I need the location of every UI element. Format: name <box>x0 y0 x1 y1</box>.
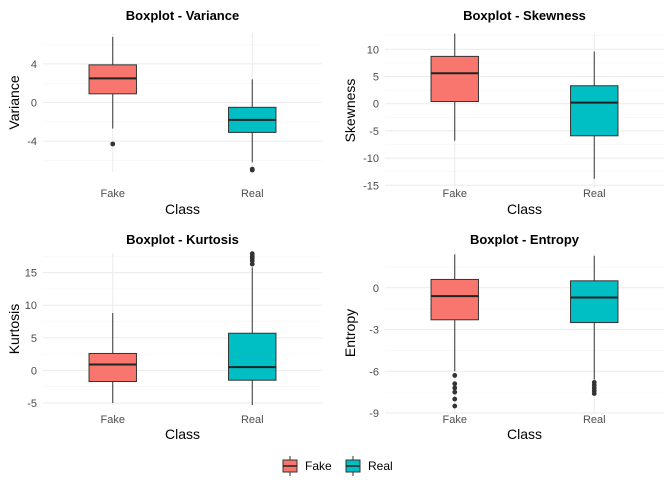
box-fake <box>88 36 137 147</box>
legend-item-real: Real <box>345 456 393 476</box>
chart-title: Boxplot - Variance <box>126 8 239 23</box>
outlier-point <box>591 391 597 396</box>
y-tick-label: 10 <box>367 44 379 56</box>
box-real <box>570 255 619 396</box>
box-rect <box>228 332 277 381</box>
y-tick-label: 4 <box>31 59 37 71</box>
x-tick-label: Fake <box>101 414 125 426</box>
box-rect <box>430 55 479 103</box>
box-fake <box>88 313 137 404</box>
outlier-point <box>452 403 458 409</box>
outlier-point <box>452 396 458 402</box>
y-axis-title: Entropy <box>342 309 358 357</box>
y-tick-label: 0 <box>31 98 37 110</box>
x-tick-label: Real <box>583 414 606 426</box>
y-tick-label: 15 <box>25 268 37 280</box>
y-tick-label: 10 <box>25 300 37 312</box>
y-tick-label: -10 <box>363 153 379 165</box>
y-tick-label: -9 <box>369 408 379 420</box>
outlier-point <box>452 389 458 395</box>
y-tick-label: -15 <box>363 180 379 192</box>
chart-title: Boxplot - Skewness <box>463 8 586 23</box>
box-rect <box>88 352 137 383</box>
chart-panel-entropy: -9 -6 -3 0 Fake Real Boxplot - Entropy Class Ent… <box>342 232 664 442</box>
chart-panel-variance: -4 0 4 Fake Real Boxplot - Variance Class Varia… <box>6 8 322 217</box>
chart-title: Boxplot - Entropy <box>470 232 580 247</box>
box-real <box>570 51 619 179</box>
outlier-point <box>452 373 458 378</box>
y-tick-label: -3 <box>369 325 379 337</box>
box-real <box>228 251 277 405</box>
x-tick-label: Fake <box>101 188 125 200</box>
x-tick-label: Real <box>241 188 264 200</box>
legend-label: Fake <box>305 459 332 473</box>
legend-label: Real <box>368 459 393 473</box>
outlier-point <box>452 381 458 387</box>
y-tick-label: 5 <box>373 72 379 84</box>
x-axis-title: Class <box>507 426 542 442</box>
box-rect <box>430 278 479 321</box>
y-axis-title: Kurtosis <box>6 304 22 355</box>
chart-title: Boxplot - Kurtosis <box>126 232 239 247</box>
box-real <box>228 79 277 173</box>
x-axis-title: Class <box>165 426 200 442</box>
y-tick-label: 5 <box>31 333 37 345</box>
box-fake <box>430 33 479 141</box>
y-tick-label: 0 <box>373 99 379 111</box>
x-axis-title: Class <box>507 201 542 217</box>
x-tick-label: Real <box>583 188 606 200</box>
outlier-point <box>452 385 458 391</box>
box-rect <box>570 280 619 324</box>
x-axis-title: Class <box>165 201 200 217</box>
y-tick-label: -5 <box>369 126 379 138</box>
legend-item-fake: Fake <box>282 456 332 476</box>
x-tick-label: Real <box>241 414 264 426</box>
chart-panel-skewness: -15 -10 -5 0 5 10 Fake Real Boxplot - Skewness Cl… <box>342 8 664 217</box>
legend: Fake Real <box>282 456 393 476</box>
outlier-point <box>249 251 255 257</box>
y-tick-label: 0 <box>373 283 379 295</box>
y-tick-label: -5 <box>27 398 37 410</box>
y-tick-label: -6 <box>369 366 379 378</box>
outlier-point <box>110 141 116 147</box>
y-tick-label: -4 <box>27 136 37 148</box>
y-axis-title: Variance <box>6 75 22 129</box>
outlier-point <box>249 167 255 173</box>
y-tick-label: 0 <box>31 365 37 377</box>
x-tick-label: Fake <box>443 414 467 426</box>
y-axis-title: Skewness <box>342 79 358 143</box>
box-fake <box>430 254 479 409</box>
x-tick-label: Fake <box>443 188 467 200</box>
box-rect <box>570 85 619 137</box>
chart-panel-kurtosis: -5 0 5 10 15 Fake Real Boxplot - Kurtosis Class K… <box>6 232 322 442</box>
